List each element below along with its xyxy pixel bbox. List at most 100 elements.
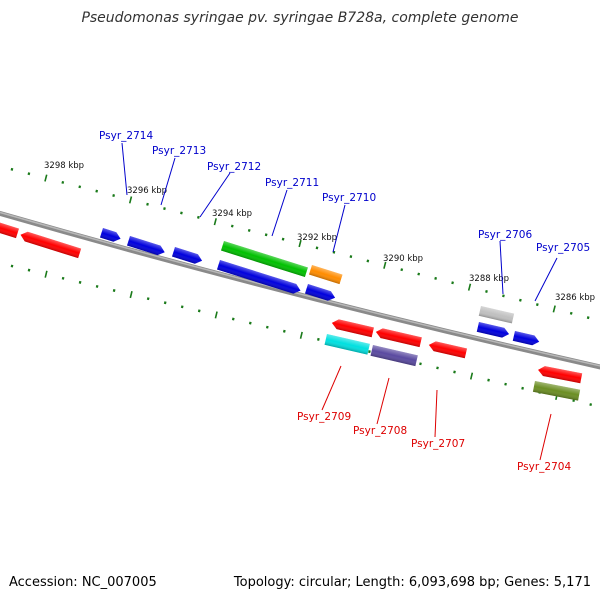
gene-label[interactable]: Psyr_2714 bbox=[99, 130, 153, 142]
minor-tick bbox=[400, 268, 404, 272]
gene-label[interactable]: Psyr_2711 bbox=[265, 177, 319, 189]
minor-tick bbox=[112, 194, 116, 198]
scale-labels: 3298 kbp 3296 kbp 3294 kbp 3292 kbp 3290 kbp… bbox=[44, 161, 595, 303]
minor-tick bbox=[485, 290, 488, 293]
major-tick bbox=[44, 270, 48, 278]
label-leaders bbox=[121, 142, 558, 461]
minor-tick bbox=[146, 202, 149, 206]
major-tick bbox=[298, 239, 302, 248]
scale-label: 3288 kbp bbox=[469, 274, 509, 284]
minor-tick bbox=[163, 301, 167, 305]
minor-tick bbox=[535, 303, 539, 307]
minor-tick bbox=[95, 189, 99, 193]
minor-tick bbox=[112, 289, 116, 292]
minor-tick bbox=[27, 172, 31, 176]
scale-label: 3286 kbp bbox=[555, 293, 595, 303]
gene-arrow[interactable] bbox=[428, 340, 468, 359]
scale-label: 3298 kbp bbox=[44, 161, 84, 171]
scale-label: 3296 kbp bbox=[127, 186, 167, 196]
minor-tick bbox=[589, 403, 593, 407]
cog-block[interactable] bbox=[220, 241, 308, 277]
major-tick bbox=[128, 196, 133, 204]
minor-tick bbox=[519, 298, 522, 302]
feature-tracks bbox=[0, 222, 583, 401]
minor-tick bbox=[265, 325, 269, 329]
minor-tick bbox=[230, 224, 234, 228]
gene-arrow[interactable] bbox=[304, 284, 337, 303]
minor-tick bbox=[332, 250, 336, 254]
major-tick bbox=[213, 218, 217, 226]
minor-tick bbox=[264, 233, 268, 237]
major-tick bbox=[469, 372, 474, 380]
gene-arrow[interactable] bbox=[0, 222, 19, 239]
minor-tick bbox=[419, 362, 422, 366]
scale-ticks bbox=[10, 167, 593, 407]
major-tick bbox=[214, 311, 218, 319]
minor-tick bbox=[180, 211, 183, 215]
gene-arrow[interactable] bbox=[375, 327, 422, 348]
cog-block[interactable] bbox=[532, 381, 581, 401]
gene-arrow[interactable] bbox=[171, 247, 204, 266]
minor-tick bbox=[78, 280, 82, 284]
minor-tick bbox=[197, 309, 201, 313]
gene-label[interactable]: Psyr_2705 bbox=[536, 242, 590, 254]
gene-label[interactable]: Psyr_2708 bbox=[353, 425, 407, 437]
gene-label[interactable]: Psyr_2707 bbox=[411, 438, 465, 450]
gene-arrow[interactable] bbox=[537, 365, 583, 384]
minor-tick bbox=[95, 284, 99, 288]
gene-label[interactable]: Psyr_2709 bbox=[297, 411, 351, 423]
minor-tick bbox=[78, 185, 82, 189]
gene-label[interactable]: Psyr_2710 bbox=[322, 192, 376, 204]
minor-tick bbox=[586, 316, 590, 320]
minor-tick bbox=[521, 386, 524, 390]
minor-tick bbox=[10, 167, 14, 171]
minor-tick bbox=[315, 246, 319, 250]
minor-tick bbox=[436, 366, 439, 370]
accession-text: Accession: NC_007005 bbox=[9, 575, 157, 590]
minor-tick bbox=[349, 255, 353, 259]
minor-tick bbox=[282, 329, 286, 333]
minor-tick bbox=[366, 259, 370, 263]
map-title: Pseudomonas syringae pv. syringae B728a,… bbox=[81, 10, 518, 26]
gene-arrow[interactable] bbox=[99, 228, 122, 244]
gene-arrow[interactable] bbox=[331, 318, 374, 338]
gene-label[interactable]: Psyr_2713 bbox=[152, 145, 206, 157]
gene-arrow[interactable] bbox=[476, 322, 510, 339]
major-tick bbox=[44, 174, 48, 182]
scale-label: 3290 kbp bbox=[383, 254, 423, 264]
cog-block[interactable] bbox=[370, 345, 418, 367]
cog-block[interactable] bbox=[478, 306, 515, 324]
genome-summary-text: Topology: circular; Length: 6,093,698 bp… bbox=[233, 575, 591, 590]
gene-label[interactable]: Psyr_2704 bbox=[517, 461, 571, 473]
gene-arrow[interactable] bbox=[126, 236, 166, 257]
cog-block[interactable] bbox=[308, 265, 343, 285]
minor-tick bbox=[502, 294, 505, 298]
gene-label[interactable]: Psyr_2712 bbox=[207, 161, 261, 173]
minor-tick bbox=[451, 281, 454, 285]
gene-arrow[interactable] bbox=[512, 331, 541, 347]
minor-tick bbox=[368, 350, 371, 354]
gene-label[interactable]: Psyr_2706 bbox=[478, 229, 532, 241]
genome-backbone bbox=[0, 210, 600, 370]
major-tick bbox=[467, 283, 472, 291]
minor-tick bbox=[281, 237, 285, 241]
minor-tick bbox=[417, 272, 421, 276]
minor-tick bbox=[317, 337, 320, 341]
gene-arrow[interactable] bbox=[19, 230, 82, 259]
minor-tick bbox=[231, 317, 235, 321]
major-tick bbox=[129, 290, 133, 299]
gene-labels: Psyr_2714 Psyr_2713 Psyr_2712 Psyr_2711 … bbox=[99, 130, 590, 473]
minor-tick bbox=[61, 180, 65, 184]
minor-tick bbox=[196, 215, 200, 219]
minor-tick bbox=[248, 321, 252, 325]
minor-tick bbox=[453, 370, 456, 374]
minor-tick bbox=[27, 268, 31, 272]
gene-arrow[interactable] bbox=[216, 260, 302, 295]
minor-tick bbox=[163, 207, 166, 211]
minor-tick bbox=[247, 228, 251, 232]
minor-tick bbox=[569, 311, 573, 315]
cog-block[interactable] bbox=[324, 334, 370, 355]
major-tick bbox=[552, 305, 556, 313]
major-tick bbox=[383, 261, 387, 269]
